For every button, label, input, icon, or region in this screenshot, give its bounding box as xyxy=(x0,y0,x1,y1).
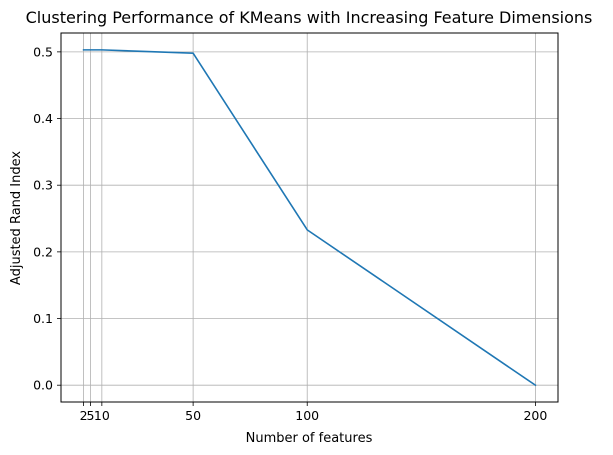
plot-frame xyxy=(60,32,559,403)
x-tick-label: 5 xyxy=(86,408,94,423)
series-lines xyxy=(82,49,537,387)
x-tick-label: 200 xyxy=(523,408,547,423)
y-tick-label: 0.3 xyxy=(33,178,53,193)
series-line xyxy=(82,49,537,387)
y-tick-label: 0.5 xyxy=(33,44,53,59)
grid-lines xyxy=(61,33,558,402)
y-tick-label: 0.4 xyxy=(33,111,53,126)
chart-title: Clustering Performance of KMeans with In… xyxy=(26,8,593,27)
y-axis-label: Adjusted Rand Index xyxy=(9,151,24,285)
y-tick-label: 0.0 xyxy=(33,378,53,393)
y-tick-label: 0.2 xyxy=(33,244,53,259)
y-tick-label: 0.1 xyxy=(33,311,53,326)
x-tick-label: 50 xyxy=(185,408,201,423)
axis-ticks: 25 10 50 100 200 0.0 0.1 0.2 0.3 0.4 0.5 xyxy=(33,44,547,423)
x-tick-label: 2 xyxy=(80,408,88,423)
x-axis-label: Number of features xyxy=(246,431,373,446)
x-tick-label: 10 xyxy=(94,408,110,423)
x-tick-label: 100 xyxy=(295,408,319,423)
